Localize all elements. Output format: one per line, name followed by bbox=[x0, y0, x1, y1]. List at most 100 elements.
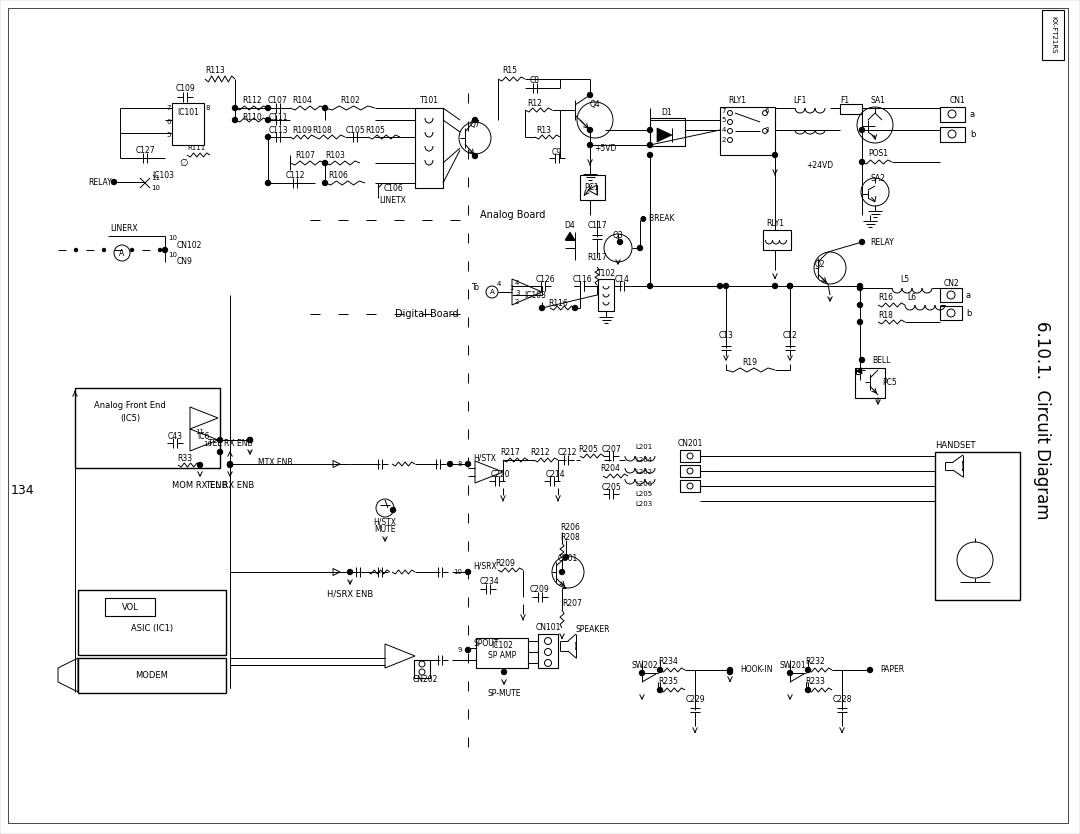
Circle shape bbox=[447, 461, 453, 466]
Text: R109: R109 bbox=[292, 125, 312, 134]
Circle shape bbox=[228, 463, 232, 468]
Text: 134: 134 bbox=[10, 484, 33, 496]
Text: +24VD: +24VD bbox=[807, 160, 834, 169]
Text: L206: L206 bbox=[635, 481, 652, 487]
Text: 7: 7 bbox=[721, 108, 726, 114]
Text: R12: R12 bbox=[527, 98, 542, 108]
Text: R207: R207 bbox=[562, 599, 582, 607]
Text: R206: R206 bbox=[561, 522, 580, 531]
Text: 6.10.1.  Circuit Diagram: 6.10.1. Circuit Diagram bbox=[1032, 321, 1051, 520]
Text: R208: R208 bbox=[561, 532, 580, 541]
Text: R232: R232 bbox=[805, 657, 825, 666]
Text: Q4: Q4 bbox=[590, 99, 600, 108]
Text: Q2: Q2 bbox=[814, 260, 825, 269]
Text: C12: C12 bbox=[783, 330, 797, 339]
Bar bbox=[538, 634, 558, 668]
Bar bbox=[598, 279, 615, 311]
Circle shape bbox=[724, 284, 729, 289]
Text: R13: R13 bbox=[537, 125, 552, 134]
Circle shape bbox=[806, 687, 810, 692]
Text: A: A bbox=[489, 289, 495, 295]
Text: L5: L5 bbox=[901, 275, 909, 284]
Bar bbox=[940, 288, 962, 302]
Circle shape bbox=[787, 284, 793, 289]
Text: MUTE: MUTE bbox=[375, 525, 395, 535]
Text: R217: R217 bbox=[500, 448, 519, 456]
Bar bbox=[105, 598, 156, 616]
Text: 10: 10 bbox=[203, 441, 212, 447]
Bar bbox=[680, 465, 700, 477]
Circle shape bbox=[247, 438, 253, 443]
Text: IC102: IC102 bbox=[491, 641, 513, 651]
Circle shape bbox=[323, 105, 327, 110]
Circle shape bbox=[648, 128, 652, 133]
Text: 7: 7 bbox=[166, 105, 171, 111]
Text: R233: R233 bbox=[805, 677, 825, 686]
Text: C214: C214 bbox=[545, 470, 565, 479]
Text: T102: T102 bbox=[596, 269, 616, 279]
Text: a: a bbox=[966, 290, 971, 299]
Circle shape bbox=[572, 305, 578, 310]
Circle shape bbox=[728, 667, 732, 672]
Circle shape bbox=[787, 671, 793, 676]
Text: (IC5): (IC5) bbox=[120, 414, 140, 423]
Circle shape bbox=[465, 461, 471, 466]
Circle shape bbox=[860, 128, 864, 133]
Circle shape bbox=[228, 461, 232, 466]
Polygon shape bbox=[657, 128, 672, 142]
Text: F1: F1 bbox=[840, 96, 850, 104]
Text: Digital Board: Digital Board bbox=[395, 309, 459, 319]
Text: A: A bbox=[120, 249, 124, 258]
Text: C14: C14 bbox=[615, 274, 630, 284]
Text: C229: C229 bbox=[685, 696, 705, 705]
Bar bbox=[78, 590, 226, 655]
Circle shape bbox=[323, 160, 327, 165]
Text: R110: R110 bbox=[242, 113, 261, 122]
Text: RLY1: RLY1 bbox=[728, 96, 746, 104]
Text: Analog Board: Analog Board bbox=[480, 210, 545, 220]
Text: MTX ENB: MTX ENB bbox=[258, 458, 293, 466]
Circle shape bbox=[217, 450, 222, 455]
Text: 2: 2 bbox=[515, 299, 519, 305]
Text: L201: L201 bbox=[635, 444, 652, 450]
Text: R112: R112 bbox=[242, 96, 261, 104]
Circle shape bbox=[772, 284, 778, 289]
Text: 2: 2 bbox=[721, 137, 726, 143]
Text: SA1: SA1 bbox=[870, 96, 886, 104]
Text: L204: L204 bbox=[635, 457, 652, 463]
Circle shape bbox=[501, 670, 507, 675]
Circle shape bbox=[103, 249, 106, 252]
Text: KX-FT21RS: KX-FT21RS bbox=[1050, 16, 1056, 53]
Text: BELL: BELL bbox=[872, 355, 890, 364]
Text: C116: C116 bbox=[572, 274, 592, 284]
Text: b: b bbox=[970, 129, 975, 138]
Circle shape bbox=[588, 128, 593, 133]
Text: T101: T101 bbox=[419, 96, 438, 104]
Text: SP AMP: SP AMP bbox=[488, 651, 516, 660]
Text: LINERX: LINERX bbox=[110, 224, 137, 233]
Text: C113: C113 bbox=[268, 125, 287, 134]
Text: L202: L202 bbox=[635, 469, 652, 475]
Text: RELAY: RELAY bbox=[870, 238, 894, 247]
Circle shape bbox=[232, 105, 238, 110]
Circle shape bbox=[266, 180, 270, 185]
Circle shape bbox=[540, 305, 544, 310]
Text: CN1: CN1 bbox=[950, 96, 966, 104]
Text: C220: C220 bbox=[490, 470, 510, 479]
Circle shape bbox=[131, 249, 134, 252]
Text: CN101: CN101 bbox=[536, 624, 561, 632]
Bar bbox=[580, 175, 605, 200]
Circle shape bbox=[618, 239, 622, 244]
Text: 10: 10 bbox=[453, 569, 462, 575]
Text: C109: C109 bbox=[175, 83, 194, 93]
Text: 3: 3 bbox=[765, 127, 769, 133]
Text: PAPER: PAPER bbox=[880, 666, 904, 675]
Circle shape bbox=[217, 438, 222, 443]
Text: Q3: Q3 bbox=[612, 230, 623, 239]
Circle shape bbox=[564, 555, 568, 560]
Text: R234: R234 bbox=[658, 657, 678, 666]
Circle shape bbox=[348, 570, 352, 575]
Text: 1: 1 bbox=[510, 285, 514, 291]
Text: 4: 4 bbox=[497, 281, 501, 287]
Bar bbox=[935, 452, 1020, 600]
